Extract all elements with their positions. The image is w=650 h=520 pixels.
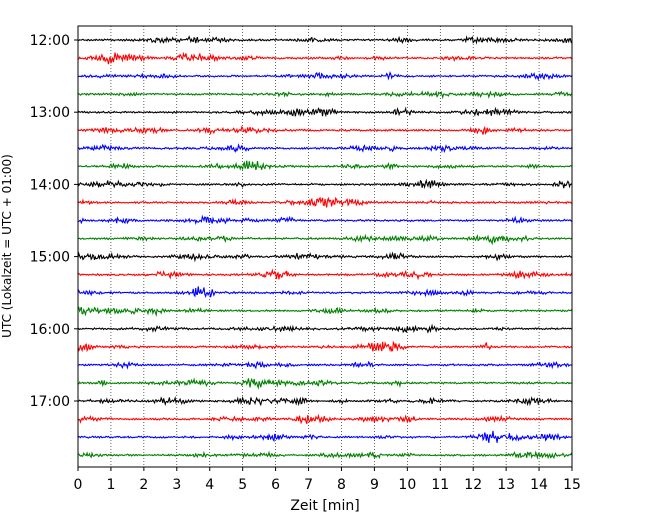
x-tick-label: 4 xyxy=(205,477,214,493)
seismogram-trace xyxy=(77,214,573,225)
seismogram-trace xyxy=(77,106,573,118)
x-tick-label: 2 xyxy=(139,477,148,493)
y-tick-label: 15:00 xyxy=(30,250,70,266)
x-axis-label: Zeit [min] xyxy=(290,498,359,514)
seismogram-trace xyxy=(77,35,573,45)
y-tick-label: 13:00 xyxy=(30,105,70,121)
y-axis: 12:00 13:00 14:00 15:00 16:00 17:00 xyxy=(30,33,78,410)
seismogram-trace xyxy=(77,251,573,263)
y-tick-label: 14:00 xyxy=(30,177,70,193)
seismogram-trace xyxy=(77,178,573,190)
x-tick-label: 13 xyxy=(497,477,515,493)
x-tick-label: 12 xyxy=(464,477,482,493)
x-tick-label: 5 xyxy=(238,477,247,493)
seismogram-trace xyxy=(77,430,573,443)
seismogram-trace xyxy=(77,160,573,171)
seismogram-trace xyxy=(77,450,573,460)
x-tick-label: 7 xyxy=(304,477,313,493)
x-tick-label: 15 xyxy=(563,477,581,493)
seismogram-trace xyxy=(77,377,573,390)
seismogram-trace xyxy=(77,395,573,407)
x-tick-label: 11 xyxy=(431,477,449,493)
seismogram-trace xyxy=(77,143,573,154)
seismogram-trace xyxy=(77,71,573,82)
plot-frame xyxy=(77,25,573,468)
x-tick-label: 10 xyxy=(398,477,416,493)
plot-background xyxy=(78,26,572,467)
seismogram-trace xyxy=(77,340,573,353)
seismogram-trace xyxy=(77,323,573,334)
seismogram-trace xyxy=(77,90,573,100)
x-tick-label: 1 xyxy=(106,477,115,493)
seismogram-trace xyxy=(77,51,573,65)
y-tick-label: 17:00 xyxy=(30,394,70,410)
seismogram-trace xyxy=(77,306,573,317)
seismogram-trace xyxy=(77,360,573,370)
x-tick-label: 3 xyxy=(172,477,181,493)
x-tick-label: 8 xyxy=(337,477,346,493)
x-axis: 0 1 2 3 4 5 6 7 8 9 10 11 12 13 14 15 xyxy=(74,467,581,493)
seismogram-trace xyxy=(77,196,573,208)
seismogram-traces xyxy=(77,35,573,460)
x-tick-label: 6 xyxy=(271,477,280,493)
y-axis-label: UTC (Lokalzeit = UTC + 01:00) xyxy=(0,154,14,338)
seismogram-trace xyxy=(77,233,573,246)
seismogram-trace xyxy=(77,413,573,425)
y-tick-label: 12:00 xyxy=(30,33,70,49)
seismogram-trace xyxy=(77,286,572,299)
seismogram-trace xyxy=(77,125,573,135)
x-tick-label: 14 xyxy=(530,477,548,493)
x-tick-label: 0 xyxy=(74,477,83,493)
y-tick-label: 16:00 xyxy=(30,322,70,338)
seismogram-trace xyxy=(77,268,573,281)
x-tick-label: 9 xyxy=(370,477,379,493)
